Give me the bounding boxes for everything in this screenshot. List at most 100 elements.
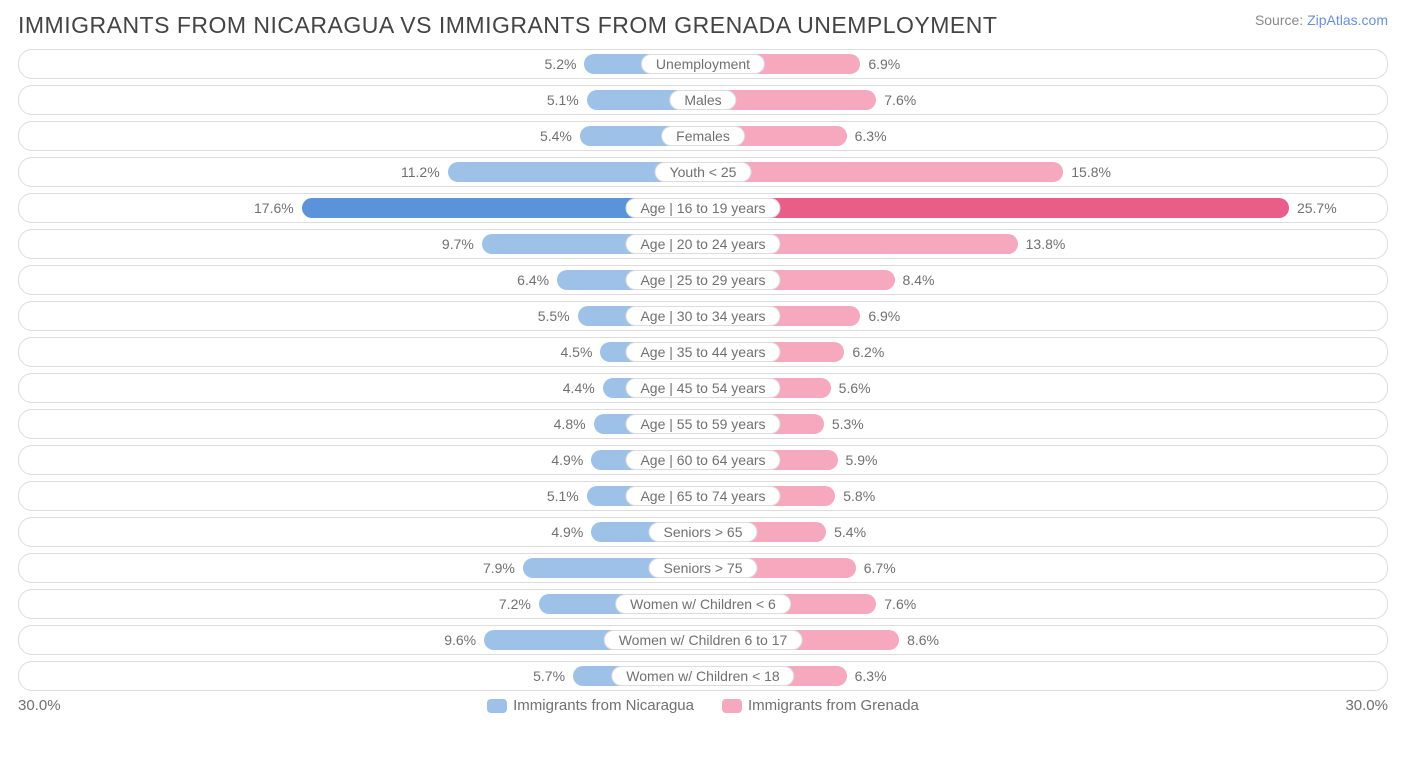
left-half: 7.9%	[19, 554, 703, 582]
value-right: 6.9%	[868, 56, 900, 72]
chart-row: 7.2% 7.6% Women w/ Children < 6	[18, 589, 1388, 619]
category-pill: Women w/ Children < 18	[611, 666, 794, 686]
value-left: 5.5%	[538, 308, 570, 324]
right-half: 6.7%	[703, 554, 1387, 582]
left-half: 4.9%	[19, 446, 703, 474]
value-left: 4.8%	[554, 416, 586, 432]
left-half: 4.5%	[19, 338, 703, 366]
chart-row: 5.7% 6.3% Women w/ Children < 18	[18, 661, 1388, 691]
value-left: 11.2%	[401, 164, 440, 180]
chart-row: 11.2% 15.8% Youth < 25	[18, 157, 1388, 187]
left-half: 4.9%	[19, 518, 703, 546]
value-right: 7.6%	[884, 92, 916, 108]
value-right: 6.2%	[852, 344, 884, 360]
left-half: 9.7%	[19, 230, 703, 258]
value-left: 17.6%	[254, 200, 294, 216]
value-right: 5.3%	[832, 416, 864, 432]
right-half: 5.8%	[703, 482, 1387, 510]
value-right: 15.8%	[1071, 164, 1111, 180]
value-right: 5.8%	[843, 488, 875, 504]
value-left: 5.4%	[540, 128, 572, 144]
diverging-bar-chart: 5.2% 6.9% Unemployment 5.1% 7.6% Males 5…	[18, 49, 1388, 691]
right-half: 8.4%	[703, 266, 1387, 294]
right-half: 5.3%	[703, 410, 1387, 438]
value-right: 5.4%	[834, 524, 866, 540]
value-left: 7.2%	[499, 596, 531, 612]
value-right: 25.7%	[1297, 200, 1337, 216]
value-right: 5.9%	[846, 452, 878, 468]
category-pill: Seniors > 65	[649, 522, 758, 542]
category-pill: Males	[669, 90, 736, 110]
source-prefix: Source:	[1255, 12, 1307, 28]
right-half: 25.7%	[703, 194, 1387, 222]
right-half: 5.6%	[703, 374, 1387, 402]
chart-row: 4.9% 5.4% Seniors > 65	[18, 517, 1388, 547]
value-left: 9.6%	[444, 632, 476, 648]
left-half: 17.6%	[19, 194, 703, 222]
chart-row: 4.4% 5.6% Age | 45 to 54 years	[18, 373, 1388, 403]
source-attribution: Source: ZipAtlas.com	[1255, 12, 1388, 28]
category-pill: Age | 16 to 19 years	[625, 198, 780, 218]
category-pill: Age | 55 to 59 years	[625, 414, 780, 434]
chart-row: 4.9% 5.9% Age | 60 to 64 years	[18, 445, 1388, 475]
chart-row: 5.1% 7.6% Males	[18, 85, 1388, 115]
value-right: 7.6%	[884, 596, 916, 612]
chart-row: 4.8% 5.3% Age | 55 to 59 years	[18, 409, 1388, 439]
value-right: 6.3%	[855, 128, 887, 144]
legend-swatch-icon	[487, 699, 507, 713]
chart-row: 5.2% 6.9% Unemployment	[18, 49, 1388, 79]
left-half: 5.5%	[19, 302, 703, 330]
legend-label-left: Immigrants from Nicaragua	[513, 697, 694, 714]
legend-item-right: Immigrants from Grenada	[722, 697, 919, 714]
chart-row: 5.5% 6.9% Age | 30 to 34 years	[18, 301, 1388, 331]
right-half: 7.6%	[703, 86, 1387, 114]
category-pill: Age | 60 to 64 years	[625, 450, 780, 470]
right-half: 5.4%	[703, 518, 1387, 546]
chart-row: 5.1% 5.8% Age | 65 to 74 years	[18, 481, 1388, 511]
left-half: 5.4%	[19, 122, 703, 150]
chart-row: 9.7% 13.8% Age | 20 to 24 years	[18, 229, 1388, 259]
right-half: 5.9%	[703, 446, 1387, 474]
value-right: 8.4%	[903, 272, 935, 288]
chart-row: 4.5% 6.2% Age | 35 to 44 years	[18, 337, 1388, 367]
value-left: 4.4%	[563, 380, 595, 396]
left-half: 5.1%	[19, 86, 703, 114]
category-pill: Unemployment	[641, 54, 765, 74]
value-left: 7.9%	[483, 560, 515, 576]
left-half: 5.7%	[19, 662, 703, 690]
right-half: 13.8%	[703, 230, 1387, 258]
category-pill: Age | 25 to 29 years	[625, 270, 780, 290]
right-half: 6.3%	[703, 662, 1387, 690]
value-left: 5.7%	[533, 668, 565, 684]
header: IMMIGRANTS FROM NICARAGUA VS IMMIGRANTS …	[18, 12, 1388, 39]
left-half: 11.2%	[19, 158, 703, 186]
category-pill: Age | 30 to 34 years	[625, 306, 780, 326]
legend-swatch-icon	[722, 699, 742, 713]
right-half: 7.6%	[703, 590, 1387, 618]
category-pill: Females	[661, 126, 745, 146]
left-half: 4.8%	[19, 410, 703, 438]
value-left: 9.7%	[442, 236, 474, 252]
value-left: 5.2%	[545, 56, 577, 72]
value-right: 6.7%	[864, 560, 896, 576]
right-half: 8.6%	[703, 626, 1387, 654]
left-half: 6.4%	[19, 266, 703, 294]
category-pill: Age | 65 to 74 years	[625, 486, 780, 506]
value-right: 6.3%	[855, 668, 887, 684]
value-left: 5.1%	[547, 92, 579, 108]
axis-right-max: 30.0%	[1345, 697, 1388, 714]
source-link[interactable]: ZipAtlas.com	[1307, 12, 1388, 28]
right-half: 6.9%	[703, 302, 1387, 330]
value-right: 13.8%	[1026, 236, 1066, 252]
legend-item-left: Immigrants from Nicaragua	[487, 697, 694, 714]
value-left: 4.9%	[551, 524, 583, 540]
chart-row: 6.4% 8.4% Age | 25 to 29 years	[18, 265, 1388, 295]
left-half: 7.2%	[19, 590, 703, 618]
legend-label-right: Immigrants from Grenada	[748, 697, 919, 714]
chart-row: 5.4% 6.3% Females	[18, 121, 1388, 151]
category-pill: Age | 35 to 44 years	[625, 342, 780, 362]
axis-left-max: 30.0%	[18, 697, 61, 714]
bar-right	[703, 198, 1289, 218]
chart-row: 9.6% 8.6% Women w/ Children 6 to 17	[18, 625, 1388, 655]
value-right: 6.9%	[868, 308, 900, 324]
